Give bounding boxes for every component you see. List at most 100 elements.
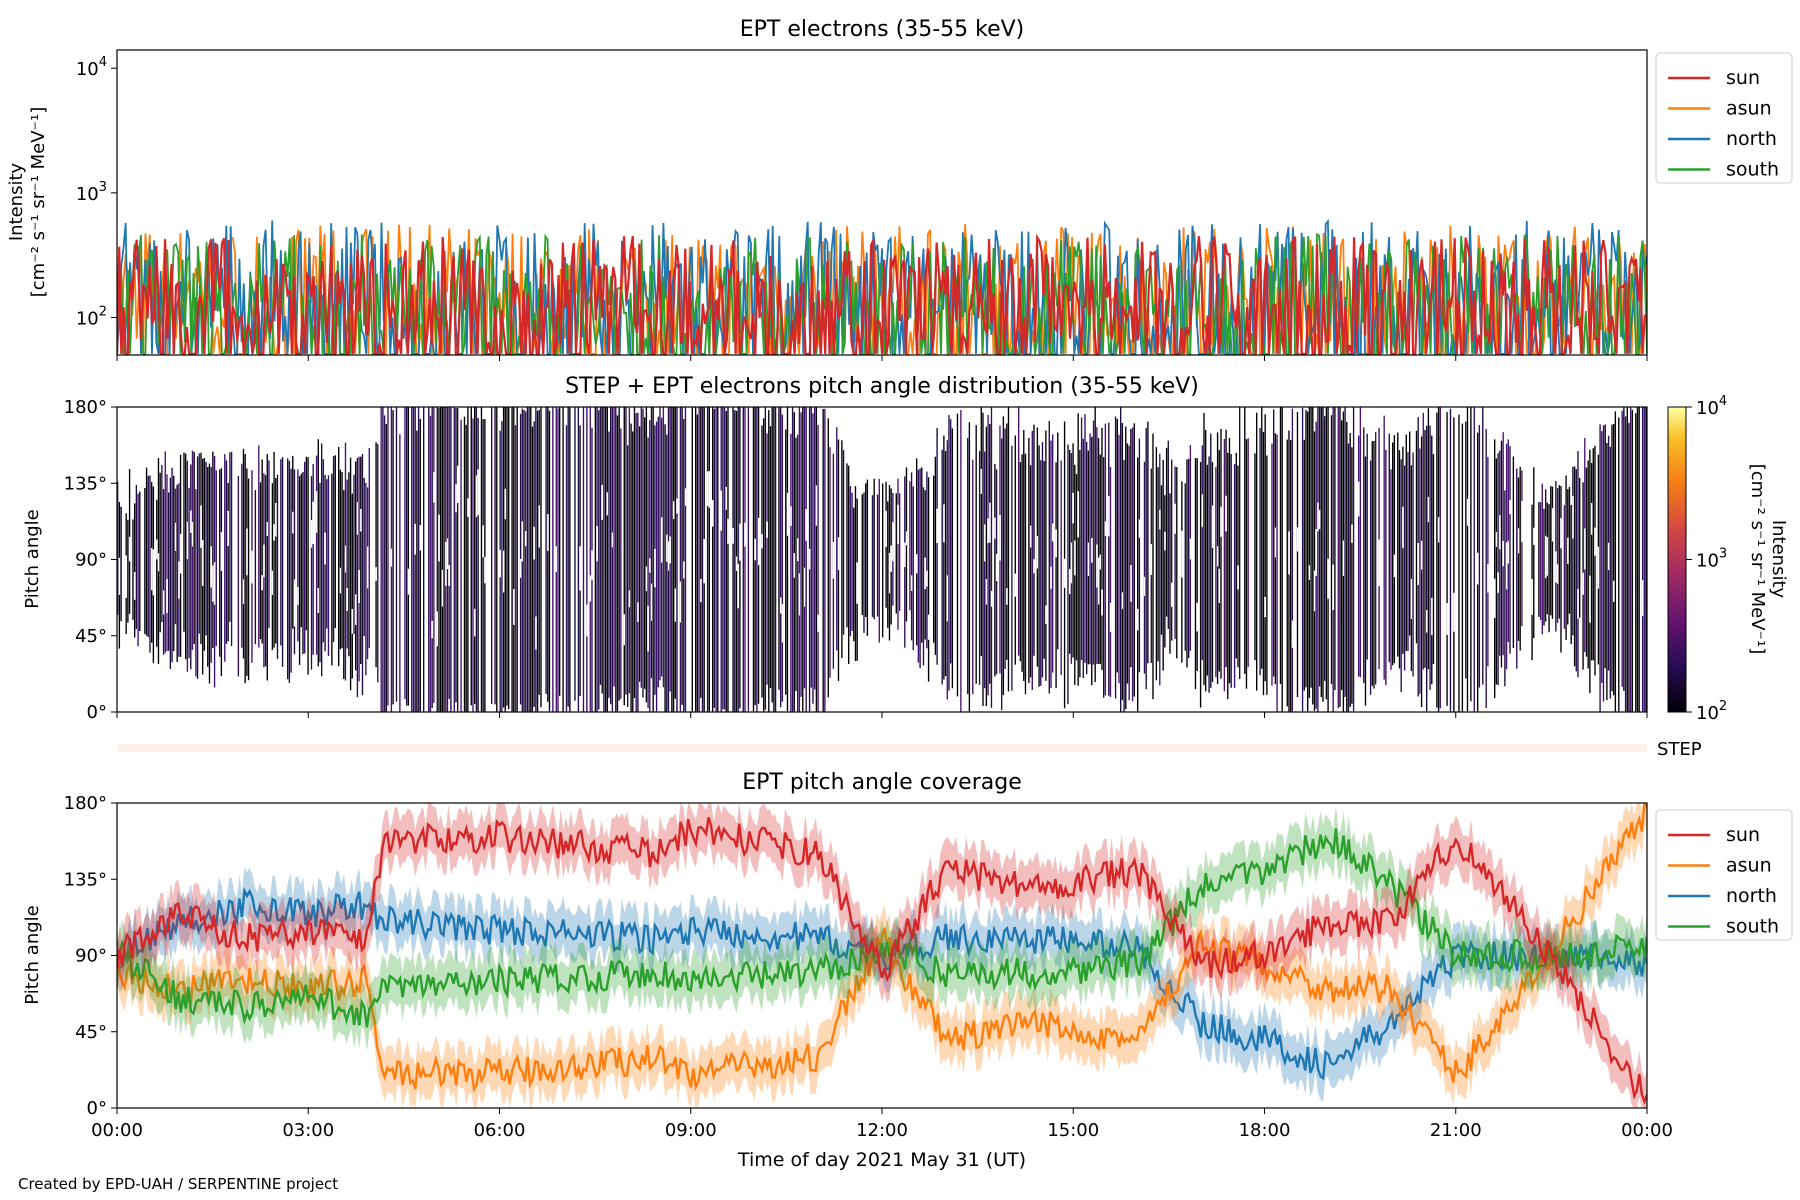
heatmap-cell <box>380 407 382 712</box>
heatmap-cell <box>1330 415 1333 685</box>
heatmap-cell <box>327 475 330 656</box>
heatmap-cell <box>1215 467 1217 678</box>
heatmap-cell <box>1412 452 1414 677</box>
heatmap-cell <box>1363 427 1365 683</box>
heatmap-cell <box>1089 433 1091 665</box>
heatmap-gap <box>1577 588 1579 619</box>
heatmap-gap <box>1393 554 1396 578</box>
heatmap-cell <box>861 494 863 615</box>
heatmap-gap <box>266 522 269 537</box>
heatmap-cell <box>1021 454 1023 672</box>
heatmap-gap <box>987 518 989 543</box>
heatmap-cell <box>188 487 190 659</box>
heatmap-gap <box>213 562 216 605</box>
heatmap-cell <box>1453 417 1455 712</box>
heatmap-gap <box>1174 503 1176 534</box>
heatmap-gap <box>446 538 449 569</box>
heatmap-cell <box>1184 483 1186 651</box>
heatmap-cell <box>1550 486 1552 616</box>
heatmap-cell <box>404 407 406 700</box>
heatmap-cell <box>1171 459 1173 641</box>
heatmap-cell <box>1147 421 1149 664</box>
heatmap-cell <box>288 460 291 683</box>
heatmap-gap <box>1499 515 1501 550</box>
heatmap-cell <box>601 407 603 694</box>
colorbar-tick-label: 103 <box>1696 547 1727 572</box>
heatmap-cell <box>149 475 151 653</box>
heatmap-gap <box>1189 538 1192 560</box>
heatmap-cell <box>205 461 207 636</box>
heatmap-cell <box>387 407 389 706</box>
heatmap-cell <box>1281 407 1283 712</box>
heatmap-gap <box>1358 481 1360 517</box>
heatmap-cell <box>1337 407 1339 708</box>
heatmap-cell <box>338 447 340 667</box>
heatmap-cell <box>812 413 814 704</box>
heatmap-cell <box>355 461 357 671</box>
heatmap-cell <box>145 467 148 636</box>
heatmap-cell <box>536 410 539 712</box>
heatmap-cell <box>1439 407 1441 709</box>
heatmap-cell <box>1143 461 1146 674</box>
heatmap-gap <box>366 546 369 589</box>
heatmap-gap <box>1497 572 1499 593</box>
heatmap-cell <box>1186 459 1188 668</box>
heatmap-cell <box>817 424 819 712</box>
heatmap-cell <box>1048 420 1050 694</box>
heatmap-gap <box>251 550 253 584</box>
heatmap-gap <box>766 521 768 538</box>
heatmap-cell <box>982 412 984 706</box>
heatmap-cell <box>922 487 925 666</box>
heatmap-gap <box>1505 542 1508 590</box>
heatmap-cell <box>1624 416 1627 712</box>
heatmap-cell <box>1541 483 1543 635</box>
heatmap-cell <box>332 456 335 642</box>
heatmap-cell <box>994 463 996 677</box>
heatmap-cell <box>417 407 420 712</box>
heatmap-cell <box>567 407 569 707</box>
heatmap-gap <box>1138 519 1141 538</box>
heatmap-cell <box>1121 423 1124 701</box>
heatmap-gap <box>519 558 522 578</box>
heatmap-cell <box>1052 434 1054 673</box>
heatmap-cell <box>863 492 865 633</box>
heatmap-cell <box>441 407 444 712</box>
heatmap-cell <box>1196 458 1198 671</box>
heatmap-cell <box>162 489 165 655</box>
heatmap-cell <box>196 456 199 679</box>
heatmap-cell <box>1097 438 1100 664</box>
heatmap-gap <box>1487 564 1489 593</box>
heatmap-gap <box>438 514 440 562</box>
heatmap-gap <box>990 590 993 607</box>
heatmap-cell <box>1548 504 1550 633</box>
heatmap-gap <box>994 517 996 539</box>
heatmap-gap <box>1137 608 1139 631</box>
heatmap-cell <box>1084 414 1086 663</box>
heatmap-cell <box>1521 470 1523 627</box>
heatmap-cell <box>727 407 729 712</box>
heatmap-cell <box>1341 420 1343 690</box>
heatmap-cell <box>1437 407 1440 712</box>
heatmap-gap <box>661 517 663 563</box>
heatmap-cell <box>1614 411 1617 712</box>
panel1-ylabel: Intensity <box>6 162 27 241</box>
heatmap-cell <box>720 407 722 712</box>
heatmap-gap <box>856 562 859 604</box>
heatmap-cell <box>797 434 799 712</box>
heatmap-gap <box>433 472 435 503</box>
heatmap-cell <box>1497 453 1499 686</box>
heatmap-gap <box>589 575 592 602</box>
heatmap-cell <box>455 408 457 703</box>
legend-label-north: north <box>1726 128 1777 150</box>
heatmap-cell <box>137 493 139 647</box>
heatmap-cell <box>526 407 529 712</box>
heatmap-cell <box>1572 466 1574 636</box>
heatmap-cell <box>1431 435 1433 685</box>
heatmap-gap <box>739 523 741 561</box>
heatmap-cell <box>164 451 166 653</box>
heatmap-gap <box>1063 558 1066 588</box>
heatmap-gap <box>1006 588 1008 605</box>
heatmap-cell <box>927 477 930 682</box>
xtick-label: 15:00 <box>1047 1120 1099 1141</box>
heatmap-cell <box>791 407 794 712</box>
